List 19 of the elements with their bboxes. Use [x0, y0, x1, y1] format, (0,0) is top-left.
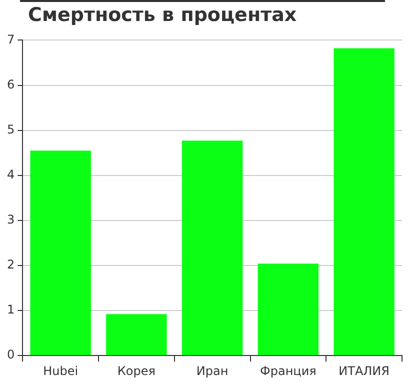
bar — [334, 48, 394, 356]
x-tick-label: Франция — [260, 364, 316, 378]
bar — [106, 314, 167, 356]
y-tick-label: 6 — [6, 77, 15, 92]
x-tick-label: Иран — [196, 364, 228, 378]
bar — [30, 150, 91, 356]
bar — [182, 140, 243, 356]
x-tick-label: ИТАЛИЯ — [338, 364, 390, 378]
y-tick-label: 5 — [6, 122, 15, 136]
y-tick-label: 2 — [6, 258, 15, 272]
y-tick-label: 0 — [6, 348, 15, 362]
y-tick-label: 7 — [6, 32, 15, 46]
x-tick-label: Hubei — [43, 364, 78, 378]
chart-title: Смертность в процентах — [28, 4, 297, 26]
y-tick-label: 3 — [6, 212, 15, 227]
y-tick-label: 4 — [6, 167, 15, 182]
bar — [258, 264, 319, 356]
x-tick-label: Корея — [117, 364, 156, 378]
y-tick-label: 1 — [6, 302, 15, 317]
